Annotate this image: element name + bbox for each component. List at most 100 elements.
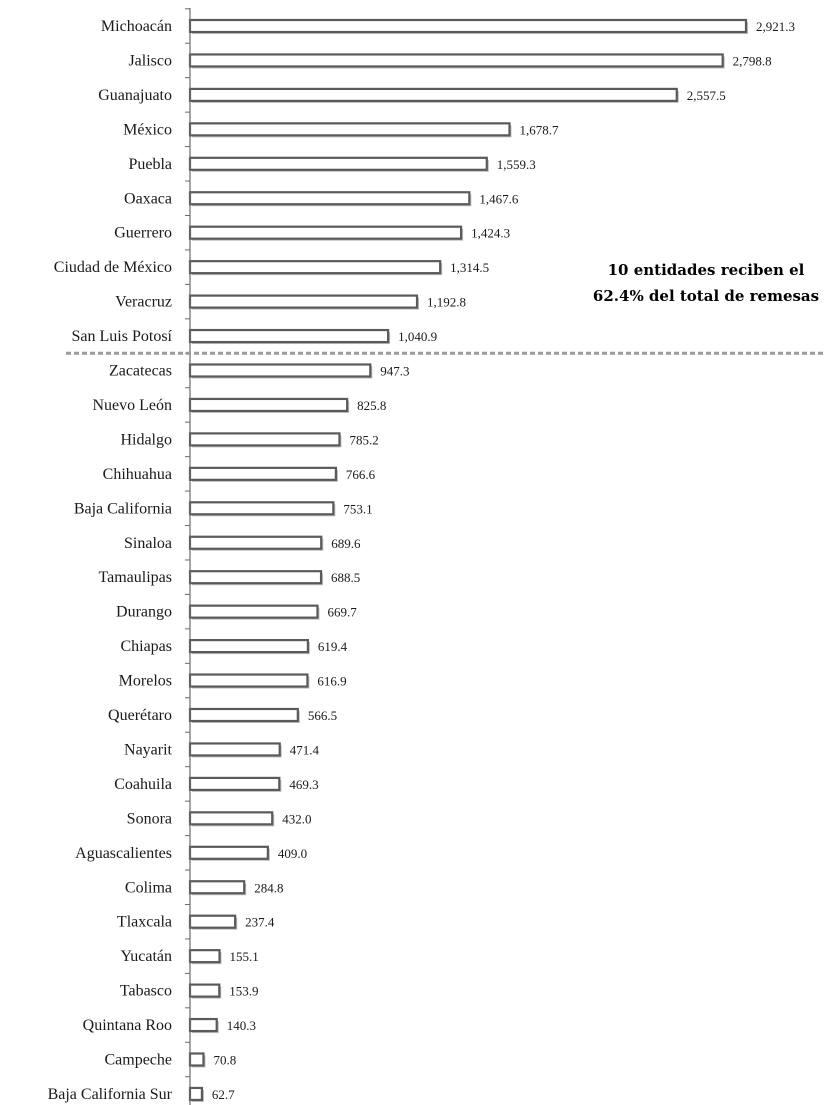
category-label: Sinaloa — [124, 535, 172, 552]
category-label: Guanajuato — [98, 87, 172, 104]
bar — [188, 53, 724, 68]
value-label: 825.8 — [357, 398, 386, 413]
value-label: 153.9 — [229, 984, 258, 999]
bar — [188, 638, 309, 654]
value-label: 1,314.5 — [450, 260, 489, 275]
bar — [188, 328, 390, 344]
value-label: 766.6 — [346, 467, 376, 482]
category-label: Campeche — [104, 1052, 172, 1069]
value-label: 566.5 — [308, 708, 337, 723]
category-label: Colima — [125, 879, 172, 896]
value-label: 753.1 — [343, 501, 372, 516]
category-label: San Luis Potosí — [72, 328, 173, 345]
bar — [188, 604, 319, 619]
category-label: Ciudad de México — [54, 259, 172, 276]
category-label: Michoacán — [101, 18, 172, 35]
bar — [188, 742, 281, 757]
category-label: Coahuila — [114, 776, 172, 793]
category-label: Baja California Sur — [48, 1086, 173, 1103]
category-label: Quintana Roo — [83, 1017, 172, 1034]
bar — [188, 914, 237, 929]
category-label: Chiapas — [120, 638, 172, 655]
bar — [188, 363, 372, 378]
category-label: Sonora — [127, 810, 172, 827]
value-label: 2,557.5 — [687, 88, 726, 103]
category-label: Zacatecas — [109, 363, 172, 380]
value-label: 62.7 — [212, 1087, 235, 1102]
category-label: Hidalgo — [120, 431, 172, 448]
category-label: Tabasco — [120, 983, 172, 1000]
bar — [188, 156, 488, 171]
category-label: Durango — [116, 604, 172, 621]
category-label: Nuevo León — [92, 397, 172, 414]
category-label: Tamaulipas — [98, 569, 172, 586]
bar — [188, 880, 246, 895]
category-label: Chihuahua — [103, 466, 172, 483]
bar — [188, 18, 748, 34]
value-label: 669.7 — [327, 605, 357, 620]
value-label: 688.5 — [331, 570, 360, 585]
bar — [188, 811, 274, 826]
value-label: 2,798.8 — [733, 53, 772, 68]
bar — [188, 1052, 205, 1067]
value-label: 1,192.8 — [427, 295, 466, 310]
value-label: 1,467.6 — [479, 191, 519, 206]
category-label: Tlaxcala — [117, 914, 172, 931]
bar — [188, 570, 323, 585]
value-label: 1,559.3 — [497, 157, 536, 172]
bars-layer: Michoacán 2,921.3 Jalisco 2,798.8 Guanajuato… — [48, 8, 795, 1103]
value-label: 785.2 — [349, 432, 378, 447]
value-label: 1,040.9 — [398, 329, 437, 344]
value-label: 1,424.3 — [471, 226, 510, 241]
value-label: 1,678.7 — [520, 122, 560, 137]
value-label: 237.4 — [245, 915, 275, 930]
category-label: Aguascalientes — [75, 845, 172, 862]
bar — [188, 122, 511, 137]
category-label: Veracruz — [115, 294, 172, 311]
category-label: Guerrero — [114, 225, 172, 242]
bar — [188, 983, 221, 998]
value-label: 284.8 — [254, 880, 283, 895]
category-label: Baja California — [74, 500, 172, 517]
bar — [188, 1017, 218, 1033]
bar — [188, 845, 269, 860]
category-label: Nayarit — [124, 741, 173, 758]
bar — [188, 225, 463, 240]
annotation-line-1: 10 entidades reciben el — [608, 261, 805, 279]
value-label: 947.3 — [380, 364, 409, 379]
value-label: 689.6 — [331, 536, 361, 551]
bar — [188, 260, 442, 275]
value-label: 471.4 — [290, 742, 320, 757]
category-label: Puebla — [128, 156, 172, 173]
bar — [188, 191, 471, 206]
category-label: Jalisco — [128, 52, 172, 69]
value-label: 140.3 — [227, 1018, 256, 1033]
category-label: Morelos — [119, 673, 172, 690]
value-label: 432.0 — [282, 811, 311, 826]
category-label: México — [123, 121, 172, 138]
value-label: 616.9 — [317, 674, 346, 689]
category-label: Oaxaca — [124, 190, 172, 207]
bar — [188, 294, 419, 309]
bar — [188, 501, 335, 516]
bar — [188, 1086, 204, 1102]
category-label: Querétaro — [108, 707, 172, 724]
value-label: 2,921.3 — [756, 19, 795, 34]
bar — [188, 535, 323, 550]
value-label: 155.1 — [230, 949, 259, 964]
value-label: 469.3 — [289, 777, 318, 792]
bar — [188, 432, 341, 447]
bar — [188, 466, 338, 481]
value-label: 70.8 — [213, 1053, 236, 1068]
value-label: 619.4 — [318, 639, 348, 654]
category-label: Yucatán — [120, 948, 172, 965]
bar — [188, 87, 678, 103]
bar — [188, 949, 221, 964]
bar — [188, 776, 281, 792]
value-label: 409.0 — [278, 846, 307, 861]
bar — [188, 707, 299, 723]
bar — [188, 673, 309, 688]
annotation-line-2: 62.4% del total de remesas — [593, 287, 819, 305]
bar — [188, 397, 349, 413]
